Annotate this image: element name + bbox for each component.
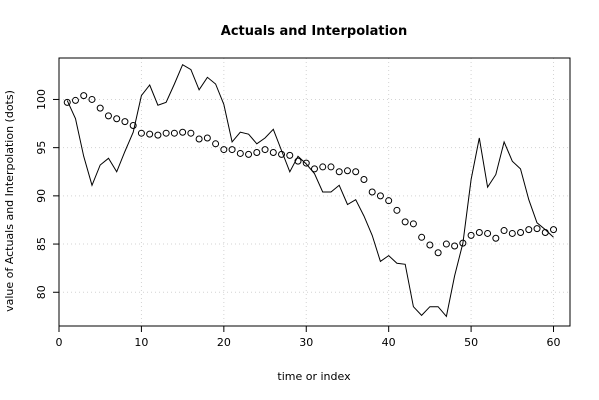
interpolation-point [343,167,351,175]
interpolation-point [302,159,310,167]
y-tick-label: 90 [35,189,48,203]
interpolation-point [236,149,244,157]
interpolation-point [418,233,426,241]
interpolation-point [187,129,195,137]
interpolation-point [179,128,187,136]
interpolation-point [203,134,211,142]
data-layer [63,63,558,318]
actuals-line [66,63,554,318]
interpolation-point [484,229,492,237]
interpolation-point [220,146,228,154]
interpolation-point [442,240,450,248]
chart-title: Actuals and Interpolation [221,24,407,39]
interpolation-point [376,192,384,200]
y-tick-label: 100 [35,89,48,110]
interpolation-point [401,218,409,226]
interpolation-point [212,140,220,148]
interpolation-point [154,131,162,139]
x-tick-label: 10 [134,336,148,349]
interpolation-point [335,168,343,176]
interpolation-point [525,226,533,234]
interpolation-point [360,175,368,183]
x-tick-label: 50 [464,336,478,349]
interpolation-point [426,241,434,249]
interpolation-point [533,225,541,233]
interpolation-point [96,104,104,112]
x-tick-label: 0 [56,336,63,349]
interpolation-point [63,98,71,106]
interpolation-point [121,118,129,126]
plot-frame [58,57,571,327]
interpolation-point [319,163,327,171]
interpolation-point [261,146,269,154]
x-tick-label: 20 [217,336,231,349]
interpolation-point [170,129,178,137]
interpolation-point [541,228,549,236]
interpolation-point [385,197,393,205]
interpolation-point [294,157,302,165]
y-tick-label: 85 [35,237,48,251]
interpolation-point [195,135,203,143]
interpolation-point [368,188,376,196]
interpolation-point [162,129,170,137]
interpolation-point [467,231,475,239]
interpolation-point [80,92,88,100]
interpolation-point [352,168,360,176]
interpolation-point [311,165,318,173]
interpolation-point [492,234,500,242]
interpolation-point [517,228,525,236]
interpolation-point [71,96,79,104]
interpolation-point [113,115,121,123]
interpolation-point [278,150,286,158]
interpolation-point [459,239,467,247]
interpolation-point [253,148,261,156]
interpolation-point [129,121,137,129]
interpolation-point [104,112,112,120]
x-tick-label: 60 [547,336,561,349]
interpolation-point [475,228,483,236]
interpolation-point [146,130,154,138]
interpolation-point [245,150,253,158]
interpolation-point [500,227,508,235]
interpolation-point [137,129,145,137]
axes-layer: 0 10 20 30 40 50 60 80 85 90 95 100 [35,57,571,349]
interpolation-point [451,242,459,250]
x-tick-label: 30 [299,336,313,349]
interpolation-point [393,206,401,214]
interpolation-point [88,95,96,103]
interpolation-point [409,220,417,228]
grid-layer [58,58,570,326]
interpolation-point [286,151,294,159]
x-tick-label: 40 [382,336,396,349]
interpolation-point [269,148,277,156]
x-axis-label: time or index [277,370,351,383]
y-axis-label: value of Actuals and Interpolation (dots… [3,90,16,312]
interpolation-point [434,249,442,257]
interpolation-point [228,146,236,154]
interpolation-point [327,163,335,171]
y-tick-label: 80 [35,285,48,299]
interpolation-point [550,226,558,234]
interpolation-point [508,229,516,237]
y-tick-label: 95 [35,141,48,155]
